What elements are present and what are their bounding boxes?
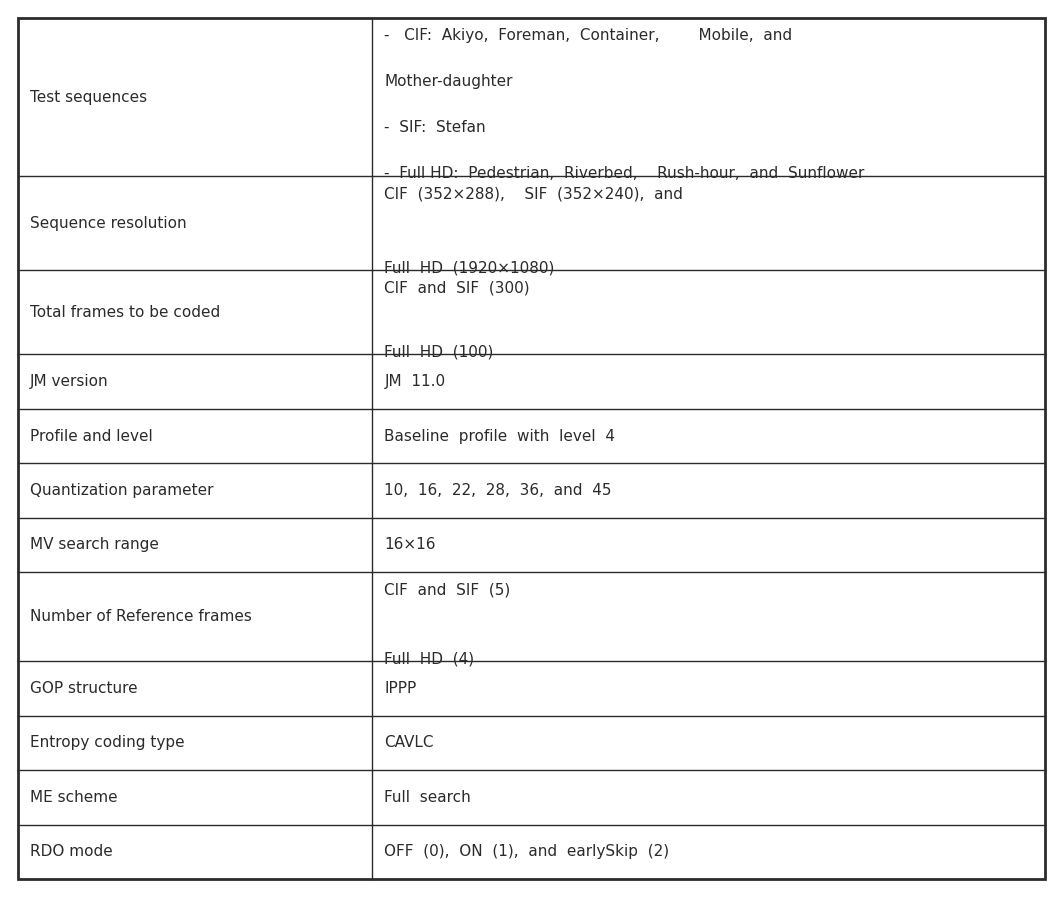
- Text: Profile and level: Profile and level: [30, 429, 153, 444]
- Text: Mother-daughter: Mother-daughter: [385, 74, 512, 89]
- Text: CAVLC: CAVLC: [385, 736, 434, 751]
- Text: Quantization parameter: Quantization parameter: [30, 483, 214, 498]
- Text: RDO mode: RDO mode: [30, 844, 113, 859]
- Text: -   CIF:  Akiyo,  Foreman,  Container,        Mobile,  and: - CIF: Akiyo, Foreman, Container, Mobile…: [385, 28, 792, 43]
- Text: ME scheme: ME scheme: [30, 790, 118, 805]
- Text: CIF  and  SIF  (300): CIF and SIF (300): [385, 281, 530, 295]
- Text: IPPP: IPPP: [385, 681, 417, 696]
- Text: Baseline  profile  with  level  4: Baseline profile with level 4: [385, 429, 615, 444]
- Text: JM version: JM version: [30, 374, 108, 389]
- Text: CIF  (352×288),    SIF  (352×240),  and: CIF (352×288), SIF (352×240), and: [385, 187, 684, 201]
- Text: MV search range: MV search range: [30, 537, 158, 553]
- Text: Full  HD  (100): Full HD (100): [385, 344, 493, 360]
- Text: 10,  16,  22,  28,  36,  and  45: 10, 16, 22, 28, 36, and 45: [385, 483, 612, 498]
- Text: Entropy coding type: Entropy coding type: [30, 736, 185, 751]
- Text: -  Full HD:  Pedestrian,  Riverbed,    Rush-hour,  and  Sunflower: - Full HD: Pedestrian, Riverbed, Rush-ho…: [385, 166, 864, 181]
- Text: CIF  and  SIF  (5): CIF and SIF (5): [385, 582, 510, 597]
- Text: GOP structure: GOP structure: [30, 681, 137, 696]
- Text: Full  HD  (4): Full HD (4): [385, 651, 474, 666]
- Text: -  SIF:  Stefan: - SIF: Stefan: [385, 120, 486, 135]
- Text: Full  search: Full search: [385, 790, 471, 805]
- Text: OFF  (0),  ON  (1),  and  earlySkip  (2): OFF (0), ON (1), and earlySkip (2): [385, 844, 670, 859]
- Text: Full  HD  (1920×1080): Full HD (1920×1080): [385, 260, 555, 275]
- Text: 16×16: 16×16: [385, 537, 436, 553]
- Text: Total frames to be coded: Total frames to be coded: [30, 305, 220, 320]
- Text: Number of Reference frames: Number of Reference frames: [30, 609, 252, 624]
- Text: JM  11.0: JM 11.0: [385, 374, 445, 389]
- Text: Test sequences: Test sequences: [30, 90, 147, 105]
- Text: Sequence resolution: Sequence resolution: [30, 216, 187, 231]
